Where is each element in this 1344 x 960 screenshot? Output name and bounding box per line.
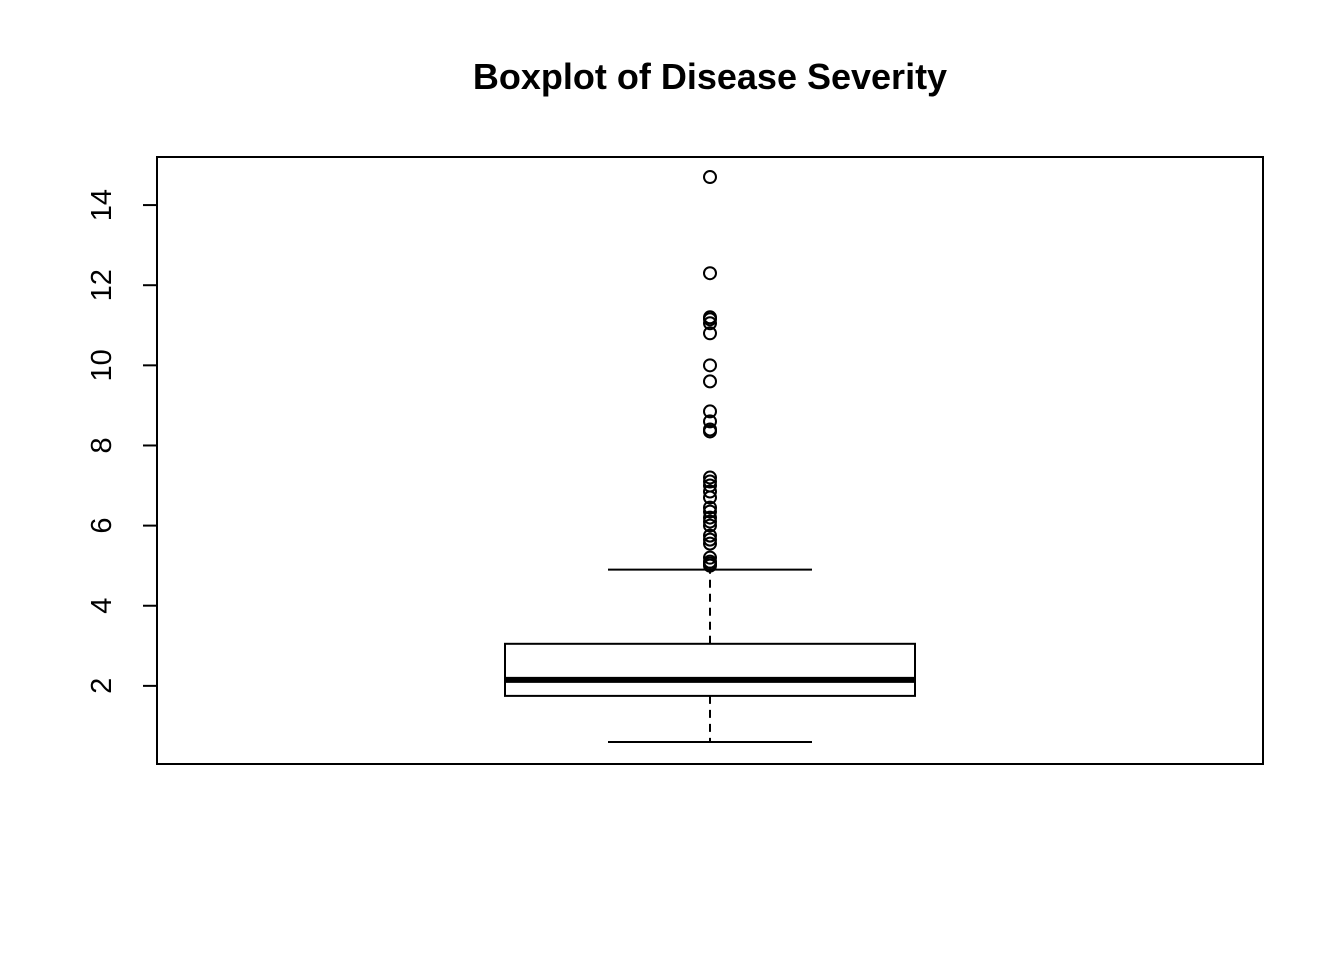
y-tick-label: 8 — [86, 437, 118, 453]
outlier-point — [703, 518, 717, 533]
y-tick-label: 10 — [86, 349, 118, 381]
outlier-point — [703, 536, 717, 551]
outlier-point — [703, 554, 717, 569]
outlier-point — [703, 326, 717, 341]
outlier-point — [703, 316, 717, 331]
outlier-point — [703, 532, 717, 547]
outlier-point — [703, 510, 717, 525]
outlier-point — [703, 550, 717, 565]
outlier-point — [703, 374, 717, 389]
outlier-point — [703, 500, 717, 515]
y-tick-label: 14 — [86, 189, 118, 221]
outlier-point — [703, 266, 717, 281]
outlier-point — [703, 404, 717, 419]
outlier-point — [703, 310, 717, 325]
y-tick-label: 6 — [86, 518, 118, 534]
y-axis: 2 4 6 8 10 12 14 — [86, 189, 158, 694]
outlier-point — [703, 358, 717, 373]
y-tick-label: 4 — [86, 598, 118, 614]
outlier-point — [703, 478, 717, 493]
box-group — [504, 568, 916, 743]
outlier-point — [703, 170, 717, 185]
outlier-point — [703, 484, 717, 499]
outlier-point — [703, 514, 717, 529]
chart-title: Boxplot of Disease Severity — [472, 56, 948, 97]
outlier-point — [703, 528, 717, 543]
outlier-group — [703, 170, 717, 573]
outlier-point — [703, 504, 717, 519]
iqr-box — [504, 642, 916, 697]
outlier-point — [703, 474, 717, 489]
y-tick-label: 2 — [86, 678, 118, 694]
outlier-point — [703, 470, 717, 485]
outlier-point — [703, 414, 717, 429]
outlier-point — [703, 422, 717, 437]
y-tick-label: 12 — [86, 269, 118, 301]
